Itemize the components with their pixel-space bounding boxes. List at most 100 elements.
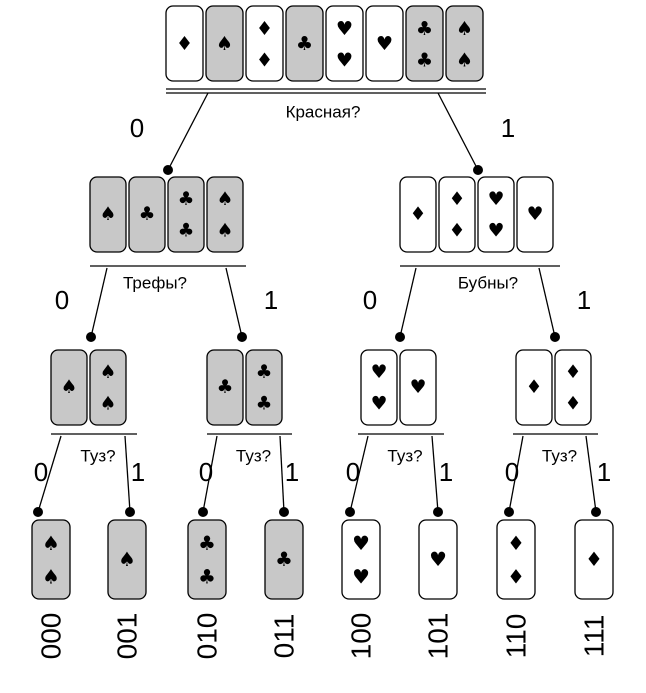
heart-card: ♥♥ [477,176,515,253]
card-face [107,519,147,600]
diamond-card: ♦ [515,349,553,426]
branch-label: 1 [577,285,591,315]
card-face [515,349,553,426]
club-icon: ♣ [296,32,313,55]
card-face [365,5,404,82]
club-icon: ♣ [416,17,433,40]
diamond-card: ♦♦ [245,5,284,82]
branch-label: 1 [439,457,453,487]
branch-label: 0 [363,285,377,315]
club-card: ♣ [285,5,324,82]
diamond-card: ♦ [574,519,614,600]
card-face [496,519,536,600]
card-face [445,5,484,82]
heart-icon: ♥ [371,394,388,415]
card-face [245,349,283,426]
diamond-card: ♦ [399,176,437,253]
spade-card: ♠ [107,519,147,600]
card-face [167,176,205,253]
diamond-icon: ♦ [507,565,525,588]
card-face [477,176,515,253]
spade-icon: ♠ [217,221,234,242]
spade-icon: ♠ [100,204,117,225]
tree-edge [431,435,439,513]
club-icon: ♣ [198,565,216,588]
diamond-icon: ♦ [256,49,273,72]
tree-edge [37,435,62,513]
tree-edge [585,435,597,513]
tree-edge [349,435,369,513]
card-face [165,5,204,82]
branch-label: 1 [501,113,515,143]
diamond-card: ♦♦ [554,349,592,426]
club-card: ♣ [264,519,304,600]
spade-icon: ♠ [118,548,136,571]
tree-edge [399,267,417,338]
diamond-icon: ♦ [410,204,427,225]
tree-edge [202,435,218,513]
binary-code-label: 000 [36,613,67,660]
branch-label: 0 [34,457,48,487]
club-icon: ♣ [275,548,293,571]
diamond-icon: ♦ [585,548,603,571]
card-face [405,5,444,82]
card-face [50,349,88,426]
card-face [554,349,592,426]
spade-icon: ♠ [42,565,60,588]
heart-icon: ♥ [488,189,505,210]
card-face [128,176,166,253]
heart-icon: ♥ [336,17,353,40]
diamond-icon: ♦ [449,221,466,242]
heart-card: ♥ [365,5,404,82]
card-face [574,519,614,600]
card-face [516,176,554,253]
tree-edge [279,435,285,513]
binary-code-label: 111 [579,615,610,658]
diamond-card: ♦♦ [438,176,476,253]
binary-code-label: 100 [346,613,377,660]
heart-card: ♥ [418,519,458,600]
card-face [245,5,284,82]
heart-icon: ♥ [429,548,447,571]
connector-dot [345,507,355,517]
heart-icon: ♥ [488,221,505,242]
spade-icon: ♠ [456,49,473,72]
branch-label: 1 [131,457,145,487]
card-face [360,349,398,426]
branch-label: 0 [505,457,519,487]
heart-icon: ♥ [352,565,370,588]
question-label: Туз? [236,447,271,466]
card-face [399,176,437,253]
heart-card: ♥ [516,176,554,253]
card-face [285,5,324,82]
question-label: Бубны? [458,274,518,293]
diamond-icon: ♦ [449,189,466,210]
tree-edge [167,92,209,171]
spade-card: ♠♠ [206,176,244,253]
spade-icon: ♠ [100,362,117,383]
card-face [418,519,458,600]
branch-label: 0 [199,457,213,487]
heart-card: ♥♥ [325,5,364,82]
diamond-card: ♦♦ [496,519,536,600]
spade-icon: ♠ [456,17,473,40]
branch-label: 0 [346,457,360,487]
binary-code-label: 011 [269,614,300,659]
question-label: Туз? [80,447,115,466]
spade-icon: ♠ [217,189,234,210]
heart-icon: ♥ [336,49,353,72]
diamond-icon: ♦ [176,32,193,55]
spade-card: ♠ [205,5,244,82]
binary-code-label: 001 [112,613,143,660]
club-icon: ♣ [256,394,273,415]
card-face [264,519,304,600]
question-label: Трефы? [123,274,187,293]
tree-edge [225,267,243,338]
card-face [187,519,227,600]
branch-label: 1 [264,285,278,315]
tree-edge [508,435,524,513]
branch-label: 1 [285,457,299,487]
connector-dot [591,507,601,517]
binary-code-label: 110 [501,614,532,659]
